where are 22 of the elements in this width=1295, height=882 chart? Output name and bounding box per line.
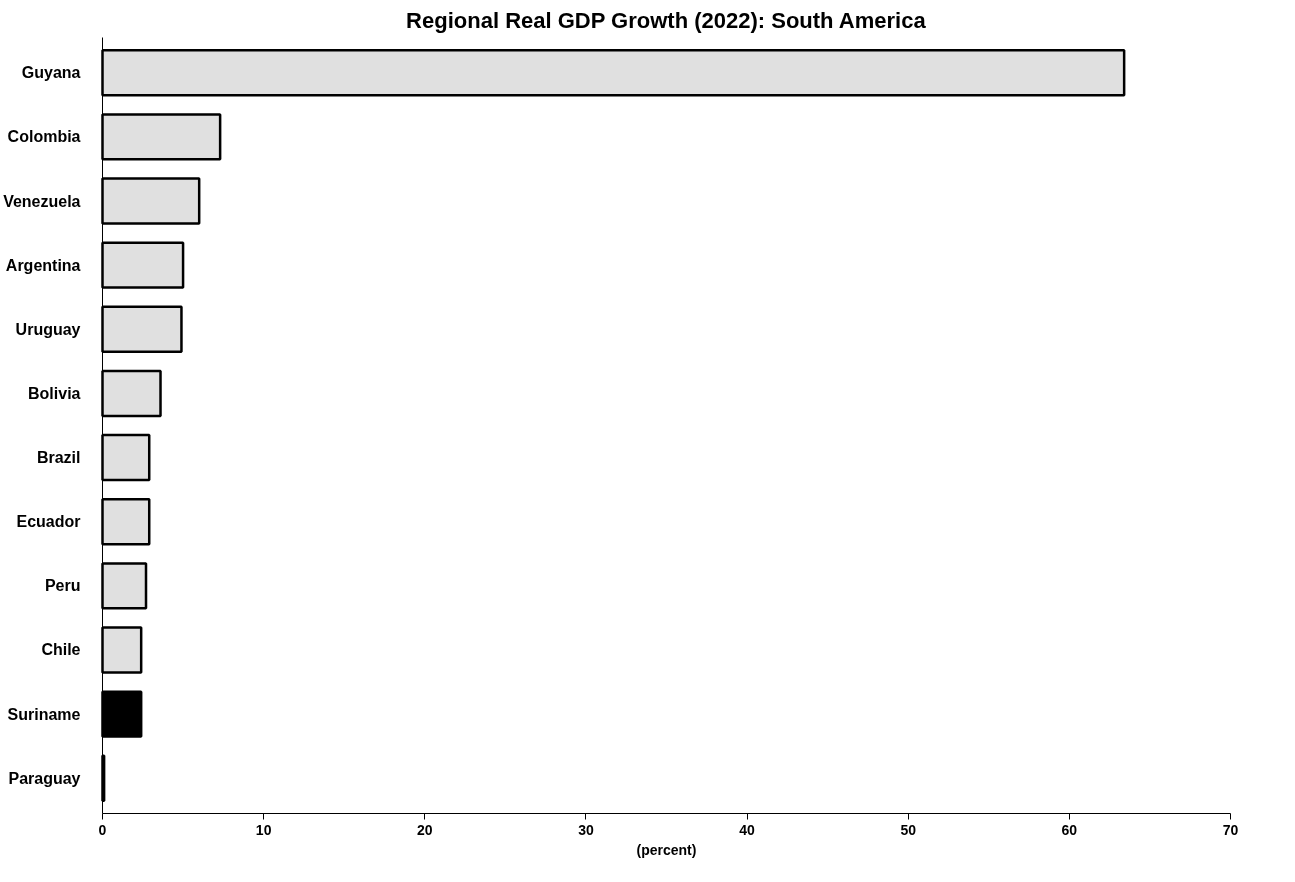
y-tick-label: Bolivia: [28, 384, 81, 402]
x-tick-label: 20: [417, 821, 433, 838]
y-tick-label: Suriname: [7, 705, 81, 723]
x-tick-label: 40: [739, 821, 756, 838]
y-tick-label: Ecuador: [16, 513, 81, 531]
x-tick-label: 30: [578, 821, 594, 838]
y-tick-label: Paraguay: [8, 769, 81, 787]
x-tick-label: 70: [1222, 821, 1239, 838]
y-tick-label: Venezuela: [3, 192, 81, 210]
chart-title: Regional Real GDP Growth (2022): South America: [406, 7, 927, 33]
y-tick-label: Peru: [44, 577, 81, 595]
x-tick-label: 10: [255, 821, 272, 838]
x-tick-label: 0: [98, 821, 107, 838]
y-tick-label: Chile: [41, 641, 81, 659]
y-tick-label: Colombia: [7, 128, 81, 146]
y-tick-label: Guyana: [21, 64, 81, 82]
x-tick-label: 50: [900, 821, 917, 838]
y-tick-label: Brazil: [36, 449, 81, 467]
x-axis-title: (percent): [636, 841, 697, 858]
y-tick-label: Uruguay: [15, 320, 81, 338]
x-tick-label: 60: [1061, 821, 1078, 838]
y-tick-label: Argentina: [5, 256, 81, 274]
